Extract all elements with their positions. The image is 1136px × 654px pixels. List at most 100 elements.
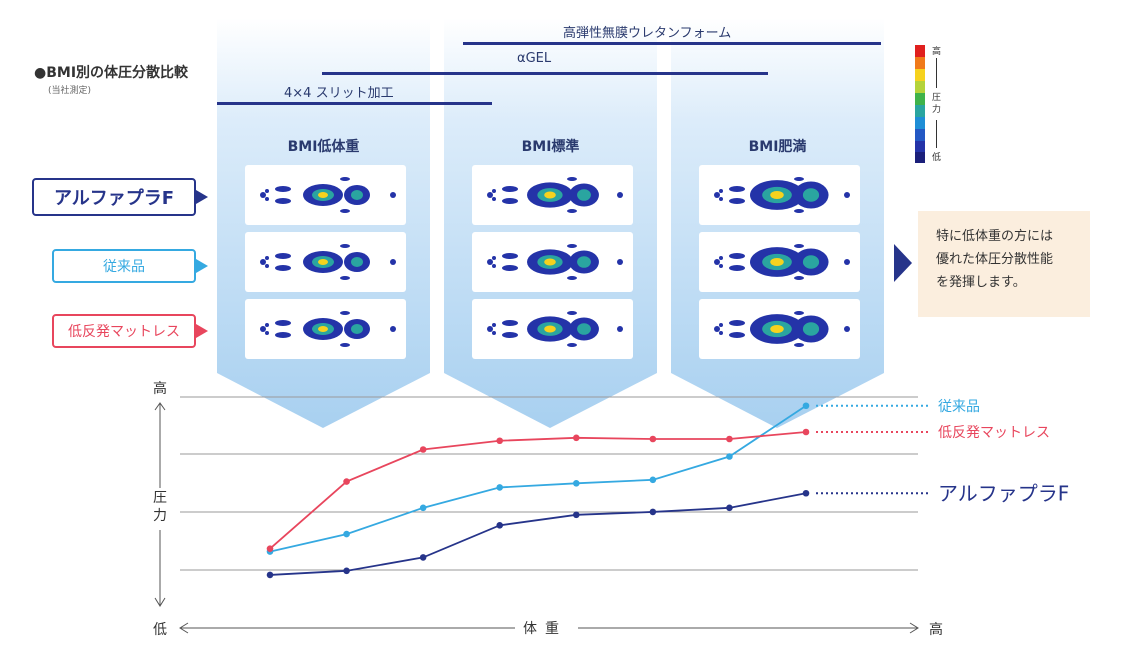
triangle-right-icon <box>196 324 208 338</box>
pressure-map-memory <box>699 299 860 359</box>
pressure-map-alpha <box>699 165 860 225</box>
pressure-blob <box>340 311 350 315</box>
note-line: 優れた体圧分散性能 <box>936 252 1054 267</box>
pressure-blob <box>502 198 518 204</box>
pressure-hotspot <box>544 325 556 333</box>
pressure-hotspot <box>802 188 820 202</box>
data-point <box>496 437 504 445</box>
data-point <box>343 567 350 575</box>
triangle-right-icon <box>196 259 208 273</box>
pressure-blob <box>340 209 350 213</box>
scale-low-label: 低 <box>932 153 942 163</box>
pressure-blob <box>260 192 266 198</box>
data-point <box>266 571 274 579</box>
pressure-map-conventional <box>699 232 860 292</box>
pressure-hotspot <box>351 324 363 334</box>
pressure-map-svg <box>260 177 396 213</box>
y-axis-label-char: 力 <box>153 508 167 524</box>
pressure-blob <box>714 326 720 332</box>
data-point <box>419 446 427 453</box>
series-line <box>269 492 807 576</box>
pressure-map-svg <box>260 311 396 347</box>
pressure-map-svg <box>487 311 623 347</box>
data-point <box>419 504 427 512</box>
pressure-blob <box>390 192 396 198</box>
pressure-blob <box>794 276 804 280</box>
x-axis-label: 体重 <box>523 621 567 637</box>
pressure-blob <box>492 323 496 327</box>
pressure-blob <box>719 197 723 201</box>
pressure-blob <box>502 186 518 192</box>
pressure-map-svg <box>487 177 623 213</box>
pressure-hotspot <box>802 322 820 336</box>
column-label: BMI標準 <box>521 139 580 155</box>
pressure-blob <box>844 192 850 198</box>
pressure-hotspot <box>544 191 556 199</box>
pressure-blob <box>719 331 723 335</box>
pressure-blob <box>487 192 493 198</box>
pressure-hotspot <box>577 323 591 335</box>
data-point <box>572 511 580 519</box>
pressure-map-svg <box>714 177 850 213</box>
series-legend-label: アルファプラF <box>938 481 1069 505</box>
scale-arrow-down-icon <box>936 120 937 148</box>
pressure-blob <box>502 265 518 271</box>
pressure-blob <box>729 265 745 271</box>
data-point <box>266 545 274 552</box>
data-point <box>649 435 657 443</box>
pressure-blob <box>844 326 850 332</box>
pressure-blob <box>729 186 745 192</box>
data-point <box>726 504 733 512</box>
pressure-hotspot <box>770 324 784 334</box>
pressure-hotspot <box>318 326 328 332</box>
column-label: BMI肥満 <box>748 139 807 155</box>
pressure-blob <box>502 332 518 338</box>
pressure-blob <box>567 209 577 213</box>
data-point <box>726 453 733 460</box>
pressure-blob <box>340 343 350 347</box>
pressure-hotspot <box>351 190 363 200</box>
pressure-hotspot <box>802 255 820 269</box>
pressure-blob <box>502 253 518 259</box>
pressure-blob <box>492 197 496 201</box>
pressure-map-alpha <box>472 165 633 225</box>
y-high-label: 高 <box>153 380 167 397</box>
data-point <box>496 522 504 529</box>
column-label: BMI低体重 <box>287 139 360 155</box>
pressure-blob <box>260 259 266 265</box>
pressure-hotspot <box>770 257 784 267</box>
pressure-map-memory <box>245 299 406 359</box>
row-label-memory: 低反発マットレス <box>52 314 208 348</box>
series-line <box>269 404 807 553</box>
pressure-blob <box>487 326 493 332</box>
pressure-blob <box>492 189 496 193</box>
bmi-column-obese: BMI肥満 <box>671 18 884 428</box>
pressure-blob <box>794 244 804 248</box>
feature-label-gel: αGEL <box>517 51 552 66</box>
pressure-blob <box>275 332 291 338</box>
note-line: を発揮します。 <box>936 275 1026 290</box>
pressure-blob <box>275 253 291 259</box>
y-axis-arrow-up-icon <box>154 402 166 411</box>
pressure-blob <box>714 259 720 265</box>
pressure-blob <box>275 320 291 326</box>
data-point <box>572 480 580 487</box>
pressure-blob <box>719 323 723 327</box>
pressure-blob <box>729 198 745 204</box>
data-point <box>343 530 350 538</box>
bmi-column-low: BMI低体重 <box>217 18 430 428</box>
scale-mid-label: 圧力 <box>932 93 942 115</box>
page-subtitle: (当社測定) <box>48 86 92 96</box>
pressure-map-svg <box>260 244 396 280</box>
pressure-blob <box>492 256 496 260</box>
pressure-map-memory <box>472 299 633 359</box>
pressure-blob <box>794 209 804 213</box>
pressure-blob <box>265 323 269 327</box>
pressure-blob <box>265 331 269 335</box>
data-point <box>802 402 810 410</box>
pressure-blob <box>794 343 804 347</box>
pressure-blob <box>275 198 291 204</box>
pressure-map-conventional <box>472 232 633 292</box>
pressure-blob <box>729 320 745 326</box>
